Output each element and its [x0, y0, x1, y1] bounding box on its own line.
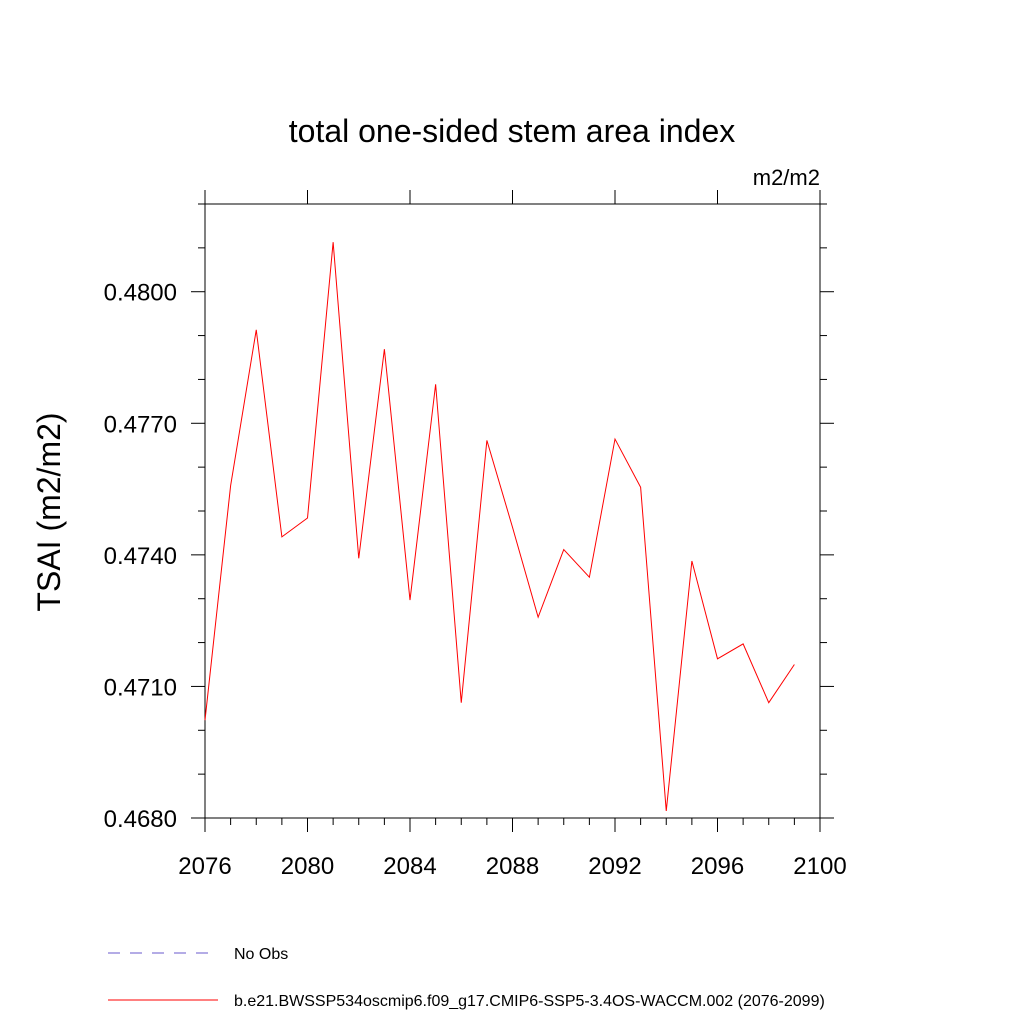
x-tick-label: 2100 — [793, 853, 846, 880]
series-line — [204, 242, 795, 812]
units-label: m2/m2 — [753, 165, 820, 190]
axis-tick-labels: 2076 2080 2084 2088 2092 2096 2100 0.4680 0.4710… — [104, 280, 847, 880]
legend-label-no-obs: No Obs — [234, 946, 288, 963]
x-tick-label: 2096 — [691, 853, 744, 880]
y-tick-label: 0.4740 — [104, 543, 177, 570]
x-tick-label: 2088 — [486, 853, 539, 880]
x-tick-label: 2092 — [588, 853, 641, 880]
x-tick-label: 2080 — [281, 853, 334, 880]
legend-label-model: b.e21.BWSSP534oscmip6.f09_g17.CMIP6-SSP5… — [234, 993, 825, 1010]
y-tick-label: 0.4770 — [104, 411, 177, 438]
axis-ticks — [191, 190, 834, 832]
legend: No Obs b.e21.BWSSP534oscmip6.f09_g17.CMI… — [108, 946, 825, 1010]
series-group — [204, 242, 795, 812]
y-tick-label: 0.4680 — [104, 806, 177, 833]
chart-title: total one-sided stem area index — [289, 113, 735, 149]
y-axis-label: TSAI (m2/m2) — [31, 412, 67, 611]
x-tick-label: 2076 — [178, 853, 231, 880]
x-tick-label: 2084 — [383, 853, 436, 880]
y-tick-label: 0.4710 — [104, 674, 177, 701]
y-tick-label: 0.4800 — [104, 280, 177, 307]
plot-frame — [204, 203, 821, 819]
